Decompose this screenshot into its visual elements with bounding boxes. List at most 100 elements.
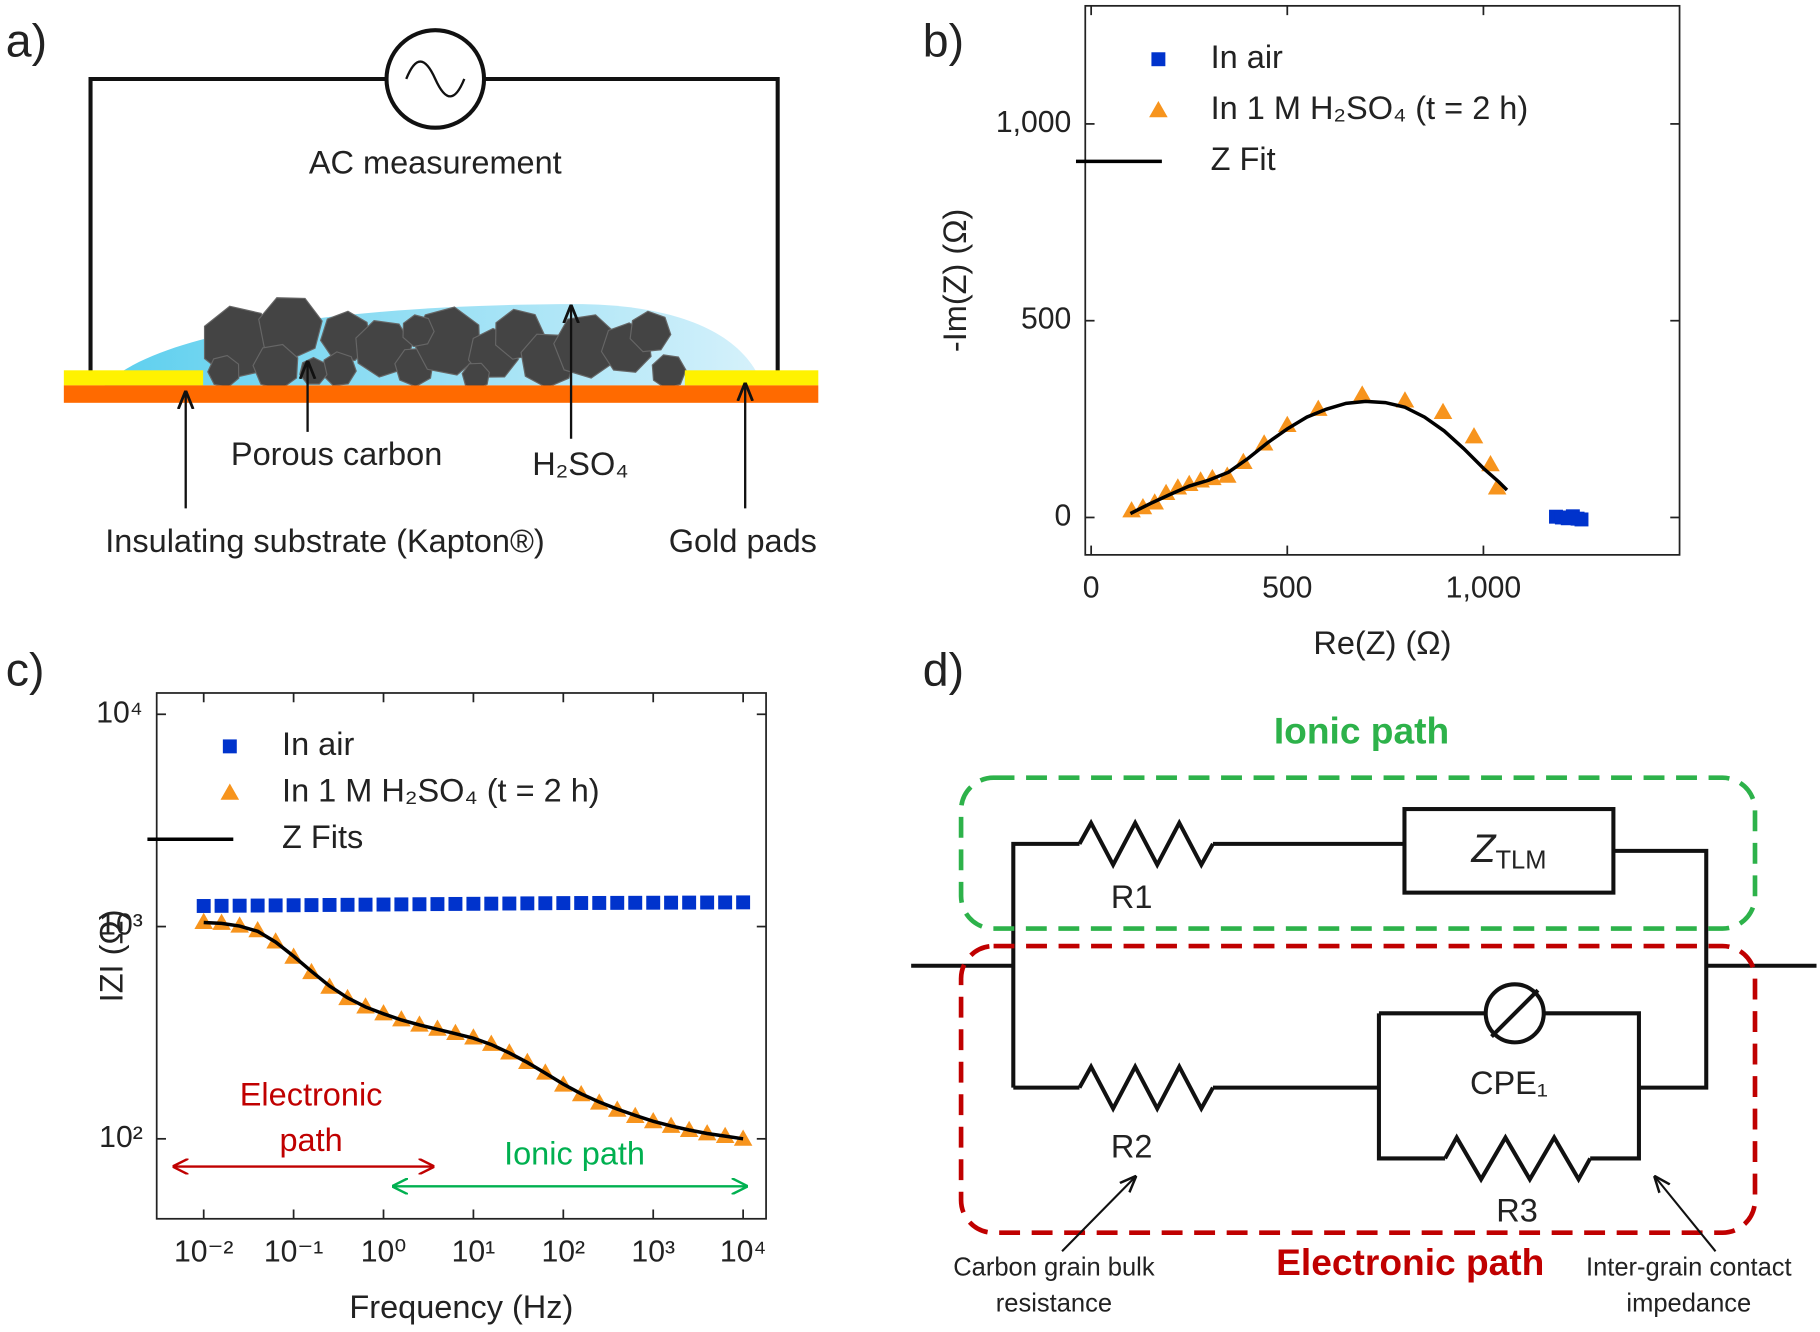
data-point bbox=[1254, 434, 1274, 451]
data-point bbox=[232, 898, 247, 913]
data-point bbox=[484, 896, 499, 911]
legend-label: Z Fits bbox=[282, 819, 363, 855]
y-tick-label: 0 bbox=[1055, 499, 1072, 532]
region-title: Ionic path bbox=[1274, 709, 1449, 751]
chart: 10⁻² 10⁻¹ 10⁰ 10¹ 10² 10³ 10⁴ 10² 10³ 10⁴ Frequenc… bbox=[93, 692, 767, 1325]
x-tick-label: 1,000 bbox=[1446, 572, 1521, 605]
data-point bbox=[1487, 478, 1507, 495]
data-point bbox=[682, 895, 697, 910]
ionic-box bbox=[958, 775, 1758, 931]
data-point bbox=[1574, 512, 1589, 527]
component-label: R2 bbox=[1111, 1129, 1153, 1165]
data-point bbox=[304, 898, 319, 913]
carbon-grain bbox=[651, 354, 687, 390]
cpe-slash bbox=[1490, 988, 1540, 1038]
sine-symbol bbox=[405, 60, 466, 98]
gold-pad bbox=[684, 370, 819, 386]
electronic-box bbox=[958, 943, 1758, 1236]
data-point bbox=[1464, 427, 1484, 444]
x-tick-label: 0 bbox=[1083, 572, 1100, 605]
data-point bbox=[664, 895, 679, 910]
annotation: Electronic bbox=[240, 1076, 383, 1112]
legend-swatch bbox=[1151, 52, 1166, 67]
legend-swatch bbox=[220, 783, 240, 800]
pointer-arrows bbox=[186, 306, 745, 509]
data-point bbox=[718, 895, 733, 910]
y-tick-label: 10⁴ bbox=[96, 696, 143, 729]
data-point bbox=[358, 897, 373, 912]
data-point bbox=[286, 898, 301, 913]
legend-label: In 1 M H₂SO₄ (t = 2 h) bbox=[282, 772, 600, 808]
note: Carbon grain bulk bbox=[953, 1253, 1155, 1281]
data-point bbox=[520, 896, 535, 911]
fit-line bbox=[1129, 399, 1509, 516]
equivalent-circuit: Ionic path Electronic path R1 ZTLM CPE₁ … bbox=[911, 709, 1817, 1317]
data-point bbox=[1352, 385, 1372, 402]
data-point bbox=[1481, 455, 1500, 472]
y-tick-label: 500 bbox=[1021, 303, 1071, 336]
data-point bbox=[214, 898, 229, 913]
panel-label: c) bbox=[6, 644, 45, 696]
component-label: Z bbox=[1470, 827, 1497, 871]
pointer-arrow bbox=[1655, 1177, 1717, 1252]
data-point bbox=[556, 896, 571, 911]
legend-label: Z Fit bbox=[1211, 141, 1276, 177]
note: impedance bbox=[1626, 1289, 1751, 1317]
data-point bbox=[1395, 391, 1415, 408]
label: Porous carbon bbox=[231, 436, 442, 472]
data-point bbox=[250, 898, 265, 913]
data-point bbox=[194, 912, 213, 930]
component-label: R1 bbox=[1111, 879, 1153, 915]
legend-label: In air bbox=[282, 726, 354, 762]
label: Gold pads bbox=[669, 523, 817, 559]
circuit-wire bbox=[88, 76, 780, 374]
y-tick-label: 10² bbox=[99, 1121, 143, 1154]
data-point bbox=[340, 897, 355, 912]
carbon-grain bbox=[252, 343, 299, 391]
annotation: Ionic path bbox=[504, 1136, 645, 1172]
data-point bbox=[736, 895, 751, 910]
panel-label: b) bbox=[923, 14, 964, 66]
tlm-element bbox=[1402, 807, 1616, 895]
legend-label: In 1 M H₂SO₄ (t = 2 h) bbox=[1211, 90, 1529, 126]
resistor bbox=[1077, 818, 1215, 870]
component-label: R3 bbox=[1496, 1193, 1538, 1229]
data-point bbox=[646, 895, 661, 910]
data-point bbox=[1433, 402, 1453, 419]
x-tick-label: 10¹ bbox=[452, 1236, 496, 1269]
carbon-grain bbox=[321, 351, 357, 387]
x-tick-label: 10⁴ bbox=[720, 1236, 767, 1269]
y-tick-label: 1,000 bbox=[996, 106, 1071, 139]
data-point bbox=[268, 898, 283, 913]
resistor bbox=[1443, 1133, 1592, 1184]
annotation: path bbox=[279, 1122, 342, 1158]
data-point bbox=[466, 896, 481, 911]
panel-label: a) bbox=[6, 14, 47, 66]
data-point bbox=[196, 899, 211, 913]
chart: 0 500 1,000 0 500 1,000 Re(Z) (Ω) -Im(Z) (Ω) In … bbox=[937, 4, 1681, 661]
carbon-grain bbox=[402, 314, 435, 348]
resistor bbox=[1077, 1062, 1215, 1113]
x-tick-label: 10⁰ bbox=[361, 1236, 407, 1269]
x-tick-label: 10³ bbox=[631, 1236, 675, 1269]
component-label: ZTLM bbox=[1470, 827, 1546, 874]
data-point bbox=[700, 895, 715, 910]
carbon-grains bbox=[203, 297, 687, 391]
data-point bbox=[628, 895, 643, 910]
x-tick-label: 500 bbox=[1262, 572, 1312, 605]
label: H₂SO₄ bbox=[532, 446, 628, 482]
wire bbox=[911, 841, 1817, 1161]
carbon-grain bbox=[629, 310, 672, 353]
x-axis-label: Re(Z) (Ω) bbox=[1313, 625, 1451, 661]
panel-label: d) bbox=[923, 644, 964, 696]
data-point bbox=[502, 896, 517, 911]
data-point bbox=[394, 897, 409, 912]
legend-swatch bbox=[1149, 101, 1168, 118]
fit-line bbox=[203, 920, 744, 1141]
plot-frame bbox=[1084, 4, 1681, 556]
note: Inter-grain contact bbox=[1586, 1253, 1792, 1281]
device-schematic: AC measurement Porous carbon H₂SO₄ Insul… bbox=[63, 28, 819, 559]
x-tick-label: 10⁻² bbox=[174, 1236, 234, 1269]
data-point bbox=[412, 897, 427, 912]
